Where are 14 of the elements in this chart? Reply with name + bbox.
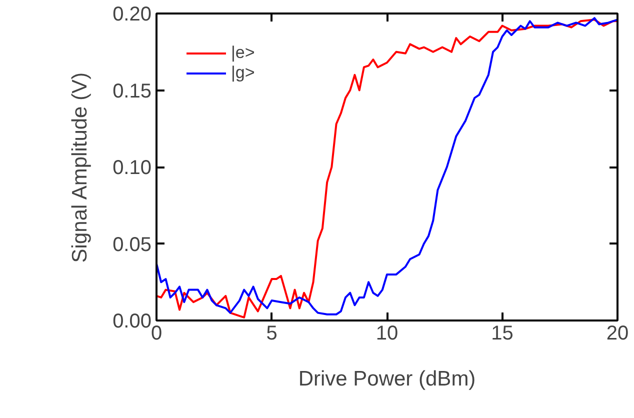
y-tick-label: 0.00 bbox=[112, 310, 152, 332]
legend-label: |e> bbox=[231, 43, 255, 63]
x-tick-label: 0 bbox=[150, 322, 162, 344]
x-tick-label: 15 bbox=[491, 322, 514, 344]
x-tick-label: 10 bbox=[376, 322, 398, 344]
x-tick-label: 5 bbox=[266, 322, 278, 344]
y-tick-label: 0.05 bbox=[112, 234, 152, 256]
legend-label: |g> bbox=[231, 63, 255, 83]
y-tick-label: 0.15 bbox=[112, 80, 152, 102]
y-tick-label: 0.20 bbox=[112, 4, 152, 26]
y-axis-title: Signal Amplitude (V) bbox=[68, 72, 92, 263]
y-tick-label: 0.10 bbox=[112, 157, 152, 179]
x-axis-title: Drive Power (dBm) bbox=[298, 368, 476, 390]
x-tick-label: 20 bbox=[606, 322, 629, 344]
